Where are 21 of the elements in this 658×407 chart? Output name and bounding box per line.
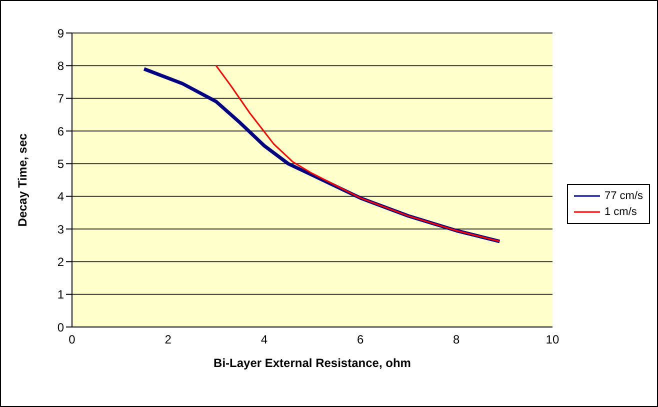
x-tick-label: 0 [68,332,76,347]
y-tick-label: 0 [57,320,64,334]
y-axis-title: Decay Time, sec [15,133,30,227]
x-tick-label: 4 [260,332,268,347]
line-series [215,64,500,242]
legend-label: 1 cm/s [604,206,637,218]
x-tick-label: 8 [453,332,460,347]
y-tick-label: 6 [57,124,64,138]
y-tick-label: 5 [57,156,64,171]
legend-label: 77 cm/s [604,190,643,202]
x-tick-label: 6 [356,332,364,347]
y-tick-label: 4 [57,190,64,204]
y-tick-label: 1 [57,288,64,302]
y-tick-label: 7 [57,92,64,106]
y-tick-label: 3 [57,222,64,236]
y-tick-label: 9 [57,26,64,40]
x-tick-label: 10 [546,332,560,347]
x-tick-label: 2 [164,332,172,347]
x-axis-title: Bi-Layer External Resistance, ohm [214,356,411,370]
y-tick-label: 8 [57,58,64,73]
y-tick-label: 2 [57,254,64,269]
